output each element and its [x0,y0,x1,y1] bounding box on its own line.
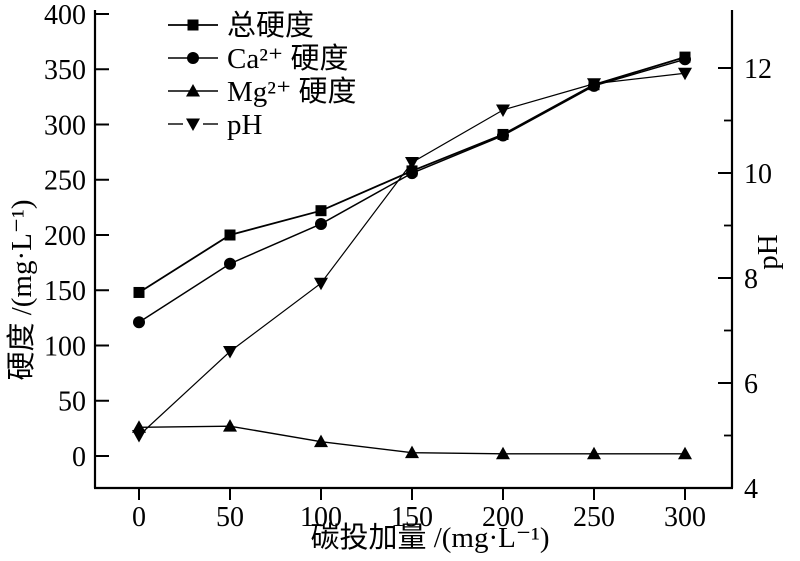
legend-label: 总硬度 [227,9,314,42]
x-tick-label: 100 [300,502,342,533]
x-tick-label: 150 [391,502,433,533]
y-left-tick-label: 50 [58,387,86,418]
y-right-tick-label: 8 [744,264,758,295]
legend-entry-series-ca-hardness: Ca²⁺ 硬度 [168,42,348,75]
y-right-tick-label: 6 [744,369,758,400]
x-axis: 0 50 100 150 200 250 300 碳投加量 /(mg·L⁻¹) [132,488,706,554]
x-tick-label: 300 [664,502,706,533]
legend-entry-series-total-hardness: 总硬度 [168,9,314,42]
y-left-tick-label: 250 [44,166,86,197]
y-right-tick-label: 4 [744,474,758,505]
y-left-tick-label: 300 [44,110,86,141]
series-ca-hardness [133,53,691,329]
y-left-axis-title: 硬度 /(mg·L⁻¹) [5,199,38,380]
x-axis-title: 碳投加量 /(mg·L⁻¹) [310,521,549,554]
x-tick-label: 0 [132,502,146,533]
legend-label: Mg²⁺ 硬度 [227,75,357,108]
y-axis-left: 0 50 100 150 200 250 300 350 400 硬度 /(mg·L⁻¹) [5,0,109,473]
series-ph [132,67,692,443]
series-mg-hardness [132,419,692,460]
y-right-tick-label: 12 [744,54,772,85]
plot-spines [93,10,734,490]
y-left-tick-label: 150 [44,276,86,307]
y-left-tick-label: 200 [44,221,86,252]
x-tick-label: 200 [482,502,524,533]
legend-entry-series-ph: pH [168,109,263,141]
y-left-tick-label: 350 [44,55,86,86]
y-left-tick-label: 0 [72,442,86,473]
legend-label: pH [227,109,263,141]
y-axis-right: 4 6 8 10 12 pH [718,54,784,505]
legend-label: Ca²⁺ 硬度 [227,42,348,75]
x-tick-label: 250 [573,502,615,533]
y-left-tick-label: 400 [44,0,86,31]
y-right-axis-title: pH [752,234,784,270]
legend-entry-series-mg-hardness: Mg²⁺ 硬度 [168,75,357,108]
y-right-tick-label: 10 [744,159,772,190]
x-tick-label: 50 [216,502,244,533]
y-left-tick-label: 100 [44,331,86,362]
